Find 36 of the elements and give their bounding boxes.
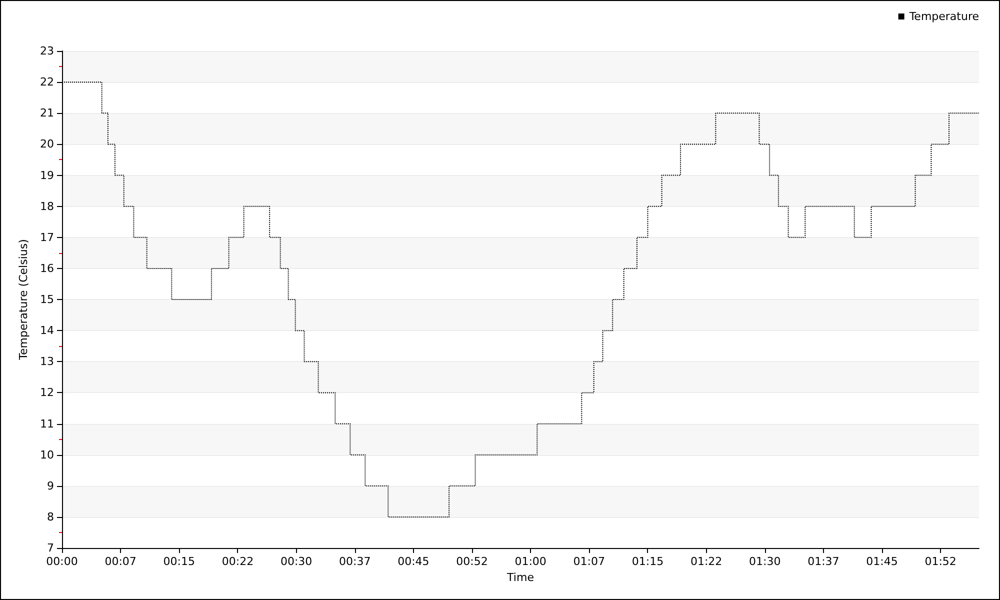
- y-tick-label: 18: [40, 200, 54, 213]
- x-tick-label: 01:22: [690, 555, 722, 568]
- y-tick-label: 17: [40, 230, 54, 244]
- x-tick-label: 00:52: [456, 555, 488, 568]
- x-tick-label: 00:07: [104, 555, 136, 568]
- y-axis-title: Temperature (Celsius): [17, 239, 30, 361]
- x-tick-label: 00:37: [339, 555, 371, 568]
- y-tick-label: 12: [40, 386, 54, 400]
- y-tick-label: 7: [47, 542, 54, 554]
- y-tick-label: 15: [40, 293, 54, 306]
- y-tick-label: 23: [40, 44, 54, 58]
- x-tick-label: 00:15: [163, 555, 195, 568]
- y-tick-label: 16: [40, 262, 54, 275]
- x-tick-label: 01:07: [573, 555, 605, 568]
- y-tick-label: 11: [40, 417, 54, 430]
- x-tick-label: 00:30: [280, 555, 312, 568]
- x-tick-label: 01:30: [749, 555, 781, 568]
- x-tick-label: 00:22: [222, 555, 254, 568]
- x-tick-label: 00:45: [398, 555, 430, 568]
- y-tick-label: 9: [47, 479, 54, 492]
- x-tick-label: 01:37: [808, 555, 840, 568]
- legend-label: Temperature: [908, 10, 980, 23]
- y-tick-label: 13: [40, 355, 54, 368]
- y-tick-label: 20: [40, 138, 54, 151]
- x-tick-label: 01:00: [514, 555, 546, 568]
- x-tick-label: 01:45: [866, 555, 898, 568]
- x-axis-title: Time: [506, 570, 534, 584]
- x-tick-label: 00:00: [46, 555, 78, 568]
- y-tick-label: 8: [47, 510, 54, 524]
- y-tick-label: 14: [40, 324, 54, 338]
- y-tick-label: 21: [40, 106, 54, 120]
- x-tick-label: 01:15: [632, 555, 664, 568]
- y-tick-label: 19: [40, 168, 54, 182]
- y-tick-label: 10: [40, 448, 54, 462]
- x-tick-label: 01:52: [924, 555, 956, 568]
- y-tick-label: 22: [40, 76, 54, 89]
